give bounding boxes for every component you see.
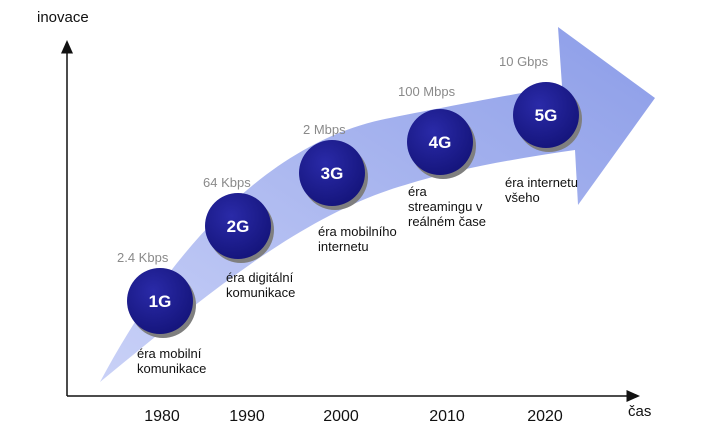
speed-label: 10 Gbps bbox=[499, 54, 549, 69]
node-circle bbox=[205, 193, 271, 259]
generation-4g: 4G 100 Mbps 2010 éra streamingu v reálné… bbox=[398, 84, 486, 425]
node-label: 1G bbox=[149, 292, 172, 311]
generation-5g: 5G 10 Gbps 2020 éra internetu všeho bbox=[499, 54, 582, 425]
era-label: éra mobilní komunikace bbox=[137, 346, 206, 376]
node-label: 2G bbox=[227, 217, 250, 236]
node-label: 3G bbox=[321, 164, 344, 183]
year-label: 1990 bbox=[229, 408, 265, 425]
speed-label: 2 Mbps bbox=[303, 122, 346, 137]
generation-1g: 1G 2.4 Kbps 1980 éra mobilní komunikace bbox=[117, 250, 206, 425]
y-axis-title: inovace bbox=[37, 9, 89, 26]
year-label: 2020 bbox=[527, 408, 563, 425]
era-label: éra streamingu v reálném čase bbox=[408, 184, 486, 229]
year-label: 1980 bbox=[144, 408, 180, 425]
node-circle bbox=[513, 82, 579, 148]
era-label: éra digitální komunikace bbox=[226, 270, 297, 300]
node-circle bbox=[127, 268, 193, 334]
node-circle bbox=[407, 109, 473, 175]
x-axis-title: čas bbox=[628, 403, 651, 420]
generation-2g: 2G 64 Kbps 1990 éra digitální komunikace bbox=[203, 175, 297, 425]
node-circle bbox=[299, 140, 365, 206]
era-label: éra mobilního internetu bbox=[318, 224, 400, 254]
node-label: 5G bbox=[535, 106, 558, 125]
speed-label: 2.4 Kbps bbox=[117, 250, 169, 265]
year-label: 2000 bbox=[323, 408, 359, 425]
speed-label: 100 Mbps bbox=[398, 84, 456, 99]
year-label: 2010 bbox=[429, 408, 465, 425]
generation-3g: 3G 2 Mbps 2000 éra mobilního internetu bbox=[299, 122, 400, 425]
speed-label: 64 Kbps bbox=[203, 175, 251, 190]
node-label: 4G bbox=[429, 133, 452, 152]
era-label: éra internetu všeho bbox=[505, 175, 582, 205]
